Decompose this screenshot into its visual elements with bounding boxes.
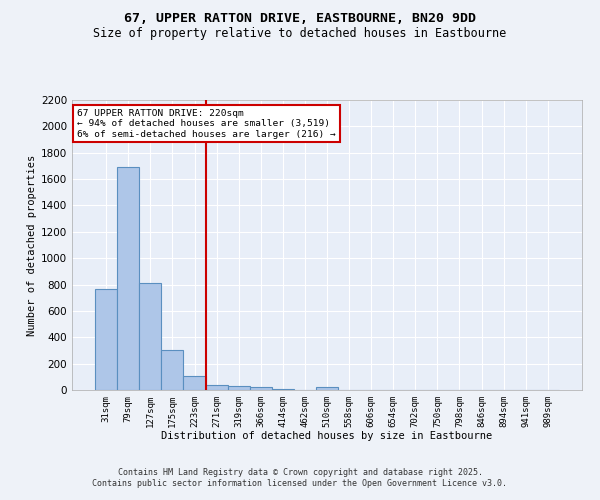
Text: 67, UPPER RATTON DRIVE, EASTBOURNE, BN20 9DD: 67, UPPER RATTON DRIVE, EASTBOURNE, BN20… xyxy=(124,12,476,26)
Y-axis label: Number of detached properties: Number of detached properties xyxy=(27,154,37,336)
Text: Size of property relative to detached houses in Eastbourne: Size of property relative to detached ho… xyxy=(94,28,506,40)
Bar xyxy=(117,167,139,390)
Bar xyxy=(227,386,250,390)
Text: 67 UPPER RATTON DRIVE: 220sqm
← 94% of detached houses are smaller (3,519)
6% of: 67 UPPER RATTON DRIVE: 220sqm ← 94% of d… xyxy=(77,108,336,138)
Bar xyxy=(95,288,117,390)
Bar xyxy=(316,388,338,390)
Bar xyxy=(161,350,184,390)
Bar xyxy=(250,388,272,390)
Bar xyxy=(206,384,227,390)
X-axis label: Distribution of detached houses by size in Eastbourne: Distribution of detached houses by size … xyxy=(161,432,493,442)
Bar xyxy=(184,376,206,390)
Bar xyxy=(139,283,161,390)
Text: Contains HM Land Registry data © Crown copyright and database right 2025.
Contai: Contains HM Land Registry data © Crown c… xyxy=(92,468,508,487)
Bar xyxy=(272,388,294,390)
